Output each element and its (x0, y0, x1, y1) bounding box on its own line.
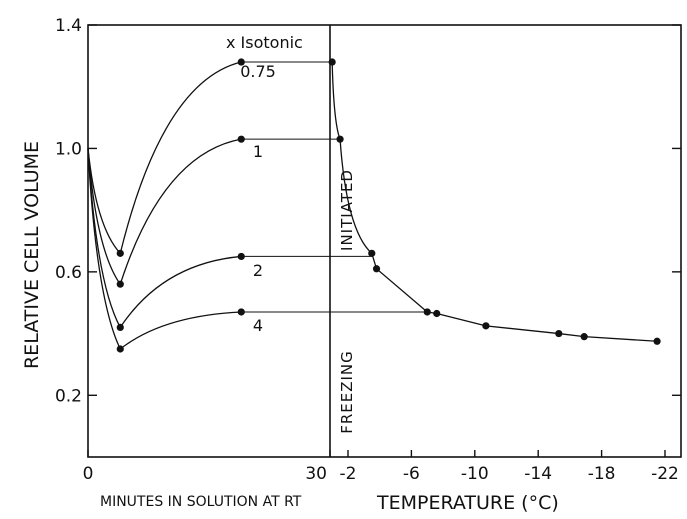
x-tick-label: -6 (403, 464, 420, 484)
x-tick-label: -22 (651, 464, 679, 484)
connector-lines (241, 61, 428, 313)
y-tick-label: 0.2 (55, 386, 82, 406)
temperature-data-point (328, 58, 336, 66)
temperature-data-point (372, 265, 381, 273)
y-tick-label: 1.4 (55, 16, 82, 36)
x-axis-title-left: MINUTES IN SOLUTION AT RT (100, 494, 302, 510)
series-label: 1 (253, 142, 263, 161)
data-point (116, 280, 124, 288)
series-curves (87, 61, 658, 351)
temperature-data-point (368, 249, 376, 257)
data-point (237, 58, 245, 66)
plot-border (87, 24, 682, 458)
divider-label-freezing: FREEZING (338, 350, 356, 434)
x-tick-label: -10 (461, 464, 489, 484)
series-label: 4 (253, 316, 263, 335)
plot-frame (87, 24, 682, 458)
legend-title: x Isotonic (226, 33, 303, 52)
x-axis-title-right: TEMPERATURE (°C) (376, 492, 559, 514)
series-line-4 (87, 148, 242, 351)
temperature-data-point (336, 135, 344, 143)
data-point (237, 135, 245, 143)
series-points (116, 58, 661, 353)
x-tick-label: -18 (588, 464, 616, 484)
series-line-0-75 (87, 61, 242, 255)
data-point (116, 345, 124, 353)
temperature-data-point (653, 337, 661, 345)
data-point (116, 249, 124, 257)
x-tick-label: 0 (83, 464, 94, 484)
temperature-data-point (482, 322, 490, 330)
y-axis-ticks: 0.2 0.6 1.0 1.4 (55, 16, 681, 406)
temperature-series-line (331, 62, 658, 342)
series-line-2 (87, 148, 242, 329)
temperature-data-point (433, 309, 441, 318)
temperature-data-point (580, 333, 588, 341)
series-labels: 0.75 1 2 4 (240, 62, 276, 335)
divider-label-initiated: INITIATED (338, 169, 356, 251)
x-tick-label: 30 (305, 464, 327, 484)
y-tick-label: 1.0 (55, 139, 82, 159)
x-tick-label: -2 (340, 464, 357, 484)
y-tick-label: 0.6 (55, 263, 82, 283)
data-point (237, 308, 245, 316)
y-axis-title: RELATIVE CELL VOLUME (21, 141, 43, 369)
temperature-data-point (555, 329, 563, 338)
temperature-data-point (423, 308, 431, 316)
series-line-1 (87, 138, 242, 286)
data-point (116, 323, 124, 331)
series-label: 0.75 (240, 62, 276, 81)
x-tick-label: -14 (524, 464, 552, 484)
series-label: 2 (253, 261, 263, 280)
data-point (237, 252, 245, 261)
x-axis-ticks: 0 30 -2 -6 -10 -14 -18 -22 (83, 450, 679, 484)
